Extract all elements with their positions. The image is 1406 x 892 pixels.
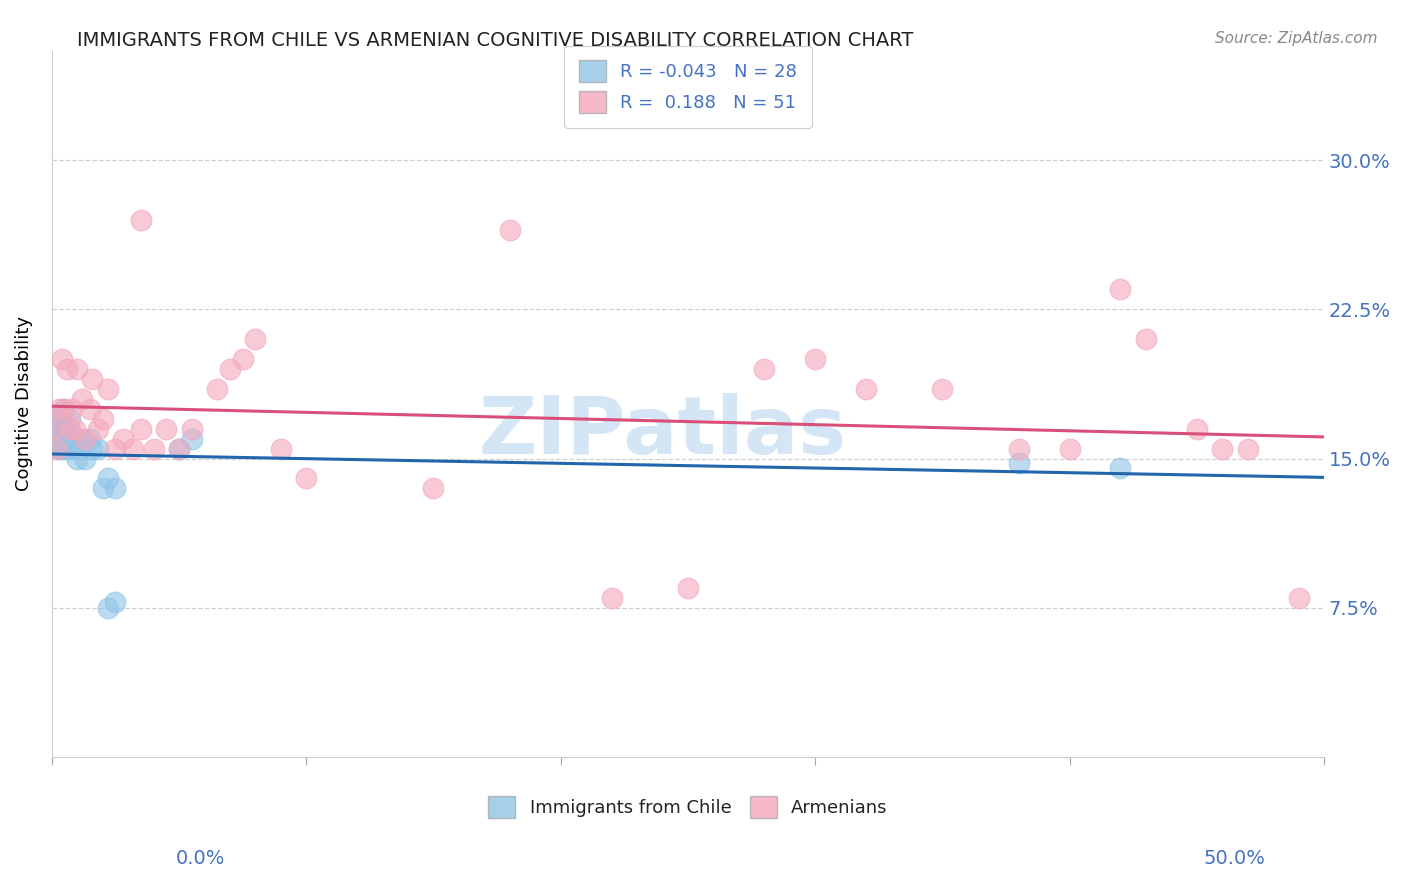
Point — [45, 442, 67, 456]
Point — [104, 482, 127, 496]
Point — [86, 422, 108, 436]
Point — [72, 392, 94, 406]
Point — [51, 442, 73, 456]
Point — [855, 382, 877, 396]
Point — [60, 442, 83, 456]
Point — [97, 600, 120, 615]
Point — [45, 422, 67, 436]
Point — [56, 422, 79, 436]
Point — [1008, 442, 1031, 456]
Point — [91, 411, 114, 425]
Point — [82, 442, 104, 456]
Point — [73, 451, 96, 466]
Point — [180, 422, 202, 436]
Point — [97, 382, 120, 396]
Point — [1185, 422, 1208, 436]
Point — [48, 401, 70, 416]
Text: 0.0%: 0.0% — [176, 848, 225, 868]
Point — [69, 442, 91, 456]
Text: ZIPatlas: ZIPatlas — [478, 393, 846, 471]
Point — [86, 442, 108, 456]
Legend: Immigrants from Chile, Armenians: Immigrants from Chile, Armenians — [481, 789, 894, 826]
Point — [111, 432, 134, 446]
Point — [66, 362, 89, 376]
Point — [104, 595, 127, 609]
Point — [53, 401, 76, 416]
Point — [245, 332, 267, 346]
Point — [232, 352, 254, 367]
Point — [295, 471, 318, 485]
Point — [66, 451, 89, 466]
Point — [58, 422, 80, 436]
Point — [56, 442, 79, 456]
Point — [180, 432, 202, 446]
Point — [1236, 442, 1258, 456]
Point — [104, 442, 127, 456]
Point — [91, 482, 114, 496]
Point — [205, 382, 228, 396]
Point — [600, 591, 623, 605]
Point — [97, 471, 120, 485]
Point — [1135, 332, 1157, 346]
Point — [1211, 442, 1233, 456]
Point — [44, 422, 66, 436]
Point — [931, 382, 953, 396]
Point — [422, 482, 444, 496]
Point — [51, 411, 73, 425]
Point — [63, 422, 86, 436]
Point — [79, 432, 101, 446]
Point — [676, 581, 699, 595]
Point — [44, 432, 66, 446]
Point — [142, 442, 165, 456]
Y-axis label: Cognitive Disability: Cognitive Disability — [15, 317, 32, 491]
Point — [53, 401, 76, 416]
Point — [499, 223, 522, 237]
Point — [45, 411, 67, 425]
Point — [56, 362, 79, 376]
Point — [73, 432, 96, 446]
Point — [1288, 591, 1310, 605]
Point — [82, 372, 104, 386]
Point — [129, 212, 152, 227]
Point — [60, 401, 83, 416]
Point — [167, 442, 190, 456]
Point — [51, 352, 73, 367]
Point — [155, 422, 177, 436]
Point — [53, 422, 76, 436]
Point — [122, 442, 145, 456]
Point — [48, 442, 70, 456]
Point — [129, 422, 152, 436]
Point — [1008, 456, 1031, 470]
Point — [1059, 442, 1081, 456]
Point — [167, 442, 190, 456]
Text: Source: ZipAtlas.com: Source: ZipAtlas.com — [1215, 31, 1378, 46]
Point — [1109, 461, 1132, 475]
Point — [270, 442, 292, 456]
Point — [79, 401, 101, 416]
Point — [58, 411, 80, 425]
Point — [63, 432, 86, 446]
Point — [1109, 282, 1132, 296]
Point — [72, 432, 94, 446]
Point — [48, 422, 70, 436]
Text: 50.0%: 50.0% — [1204, 848, 1265, 868]
Point — [754, 362, 776, 376]
Point — [218, 362, 240, 376]
Point — [804, 352, 827, 367]
Text: IMMIGRANTS FROM CHILE VS ARMENIAN COGNITIVE DISABILITY CORRELATION CHART: IMMIGRANTS FROM CHILE VS ARMENIAN COGNIT… — [77, 31, 914, 50]
